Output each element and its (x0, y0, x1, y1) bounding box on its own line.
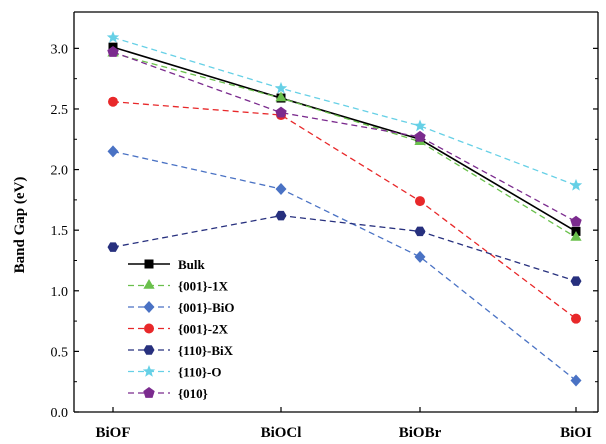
data-point (107, 145, 119, 158)
x-tick-label: BiOI (560, 425, 592, 441)
data-point (414, 226, 426, 237)
legend-entry: {110}-BiX (128, 343, 234, 358)
legend-entry: {001}-1X (128, 279, 229, 294)
legend-marker (143, 279, 155, 289)
legend-label: Bulk (178, 257, 206, 272)
series-layer (106, 30, 583, 387)
data-point (107, 46, 119, 57)
series-line (112, 101, 577, 320)
legend-entry: {001}-2X (128, 322, 229, 337)
series-{110}-O (112, 36, 577, 186)
data-point (107, 242, 119, 252)
data-point (414, 250, 426, 263)
legend-entry: {010} (128, 386, 208, 401)
series-markers (107, 210, 582, 286)
data-point (106, 30, 120, 43)
y-tick-label: 3.0 (51, 42, 69, 57)
y-tick-label: 2.5 (51, 103, 69, 118)
series-{110}-BiX (112, 214, 577, 282)
series-Bulk (112, 46, 577, 233)
y-tick-label: 0.0 (51, 406, 69, 421)
series-{010} (112, 51, 577, 223)
data-point (415, 196, 425, 207)
series-line (112, 46, 577, 233)
data-point (570, 230, 582, 241)
data-point (275, 106, 287, 118)
data-point (413, 119, 427, 132)
legend-label: {001}-2X (178, 322, 229, 337)
legend-marker (143, 345, 155, 355)
data-point (274, 81, 288, 94)
y-tick-label: 1.5 (51, 224, 69, 239)
y-tick-label: 2.0 (51, 164, 69, 179)
x-tick-label: BiOF (95, 425, 130, 441)
legend-label: {010} (178, 386, 208, 401)
y-tick-label: 0.5 (51, 345, 69, 360)
series-line (112, 36, 577, 186)
data-point (570, 215, 582, 227)
axes: 0.0 0.5 1.0 1.5 2.0 2.5 3.0 BiOF BiOCl BiOBr BiOI (51, 11, 599, 441)
data-point (275, 210, 287, 221)
y-tick-label: 1.0 (51, 285, 69, 300)
legend-entry: Bulk (128, 257, 206, 272)
series-markers (107, 46, 582, 227)
series-{001}-1X (112, 52, 577, 239)
legend: Bulk {001}-1X {001}-BiO {001}-2X {110}-BiX {1… (128, 257, 234, 401)
data-point (414, 130, 426, 142)
legend-marker (143, 387, 155, 398)
series-{001}-2X (112, 101, 577, 320)
data-point (275, 182, 287, 195)
data-point (570, 276, 582, 286)
series-markers (106, 30, 583, 191)
series-line (112, 52, 577, 239)
series-markers (108, 42, 581, 236)
x-tick-label: BiOCl (261, 425, 302, 441)
data-point (569, 178, 583, 191)
legend-entry: {110}-O (128, 365, 221, 380)
legend-label: {001}-BiO (178, 300, 234, 315)
series-markers (107, 46, 582, 241)
legend-marker (144, 259, 154, 269)
data-point (571, 313, 581, 324)
legend-entry: {001}-BiO (128, 300, 234, 315)
series-line (112, 214, 577, 282)
legend-label: {110}-O (178, 365, 221, 380)
y-axis-title: Band Gap (eV) (12, 177, 28, 274)
x-tick-label: BiOBr (399, 425, 442, 441)
data-point (108, 96, 118, 107)
legend-marker (144, 323, 154, 334)
legend-label: {001}-1X (178, 279, 229, 294)
series-markers (107, 145, 582, 387)
data-point (275, 91, 287, 102)
series-line (112, 51, 577, 223)
data-point (570, 374, 582, 387)
legend-label: {110}-BiX (178, 343, 234, 358)
legend-marker (143, 301, 155, 313)
legend-marker (142, 365, 156, 377)
